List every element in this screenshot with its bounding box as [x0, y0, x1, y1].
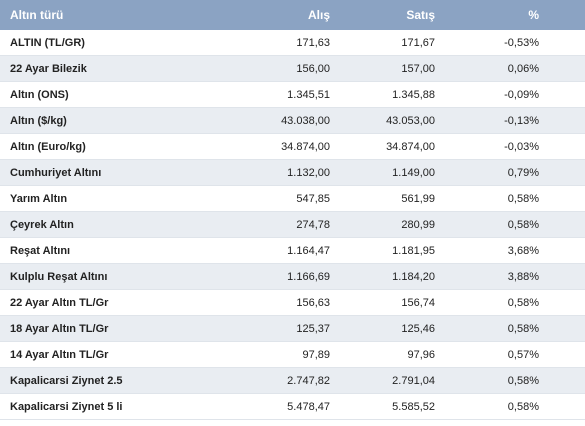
- change-cell: -0,09%: [504, 89, 539, 101]
- change-cell: 3,68%: [507, 245, 539, 257]
- buy-cell: 547,85: [296, 193, 330, 205]
- buy-cell: 1.164,47: [287, 245, 330, 257]
- sell-cell: 2.791,04: [392, 375, 435, 387]
- buy-cell: 43.038,00: [281, 115, 330, 127]
- table-row: 22 Ayar Bilezik 156,00 157,00 0,06%: [0, 56, 585, 82]
- buy-cell: 2.747,82: [287, 375, 330, 387]
- type-cell: Yarım Altın: [10, 193, 68, 205]
- type-cell: Kulplu Reşat Altını: [10, 271, 108, 283]
- table-row: Kapalicarsi Ziynet 2.5 2.747,82 2.791,04 0,…: [0, 368, 585, 394]
- buy-cell: 274,78: [296, 219, 330, 231]
- buy-cell: 171,63: [296, 37, 330, 49]
- type-cell: Altın ($/kg): [10, 115, 67, 127]
- buy-cell: 1.345,51: [287, 89, 330, 101]
- type-cell: 18 Ayar Altın TL/Gr: [10, 323, 109, 335]
- buy-cell: 156,00: [296, 63, 330, 75]
- table-row: 22 Ayar Altın TL/Gr 156,63 156,74 0,58%: [0, 290, 585, 316]
- sell-cell: 1.181,95: [392, 245, 435, 257]
- header-cell: %: [528, 8, 539, 22]
- table-row: Yarım Altın 547,85 561,99 0,58%: [0, 186, 585, 212]
- type-cell: Çeyrek Altın: [10, 219, 74, 231]
- type-cell: ALTIN (TL/GR): [10, 37, 85, 49]
- sell-cell: 280,99: [401, 219, 435, 231]
- buy-cell: 5.478,47: [287, 401, 330, 413]
- sell-cell: 157,00: [401, 63, 435, 75]
- sell-cell: 125,46: [401, 323, 435, 335]
- table-row: Reşat Altını 1.164,47 1.181,95 3,68%: [0, 238, 585, 264]
- sell-cell: 97,96: [407, 349, 435, 361]
- buy-cell: 1.132,00: [287, 167, 330, 179]
- header-cell: Alış: [307, 8, 330, 22]
- change-cell: 0,58%: [507, 323, 539, 335]
- change-cell: 0,79%: [507, 167, 539, 179]
- type-cell: Kapalicarsi Ziynet 2.5: [10, 375, 123, 387]
- sell-cell: 1.345,88: [392, 89, 435, 101]
- change-cell: 3,88%: [507, 271, 539, 283]
- sell-cell: 34.874,00: [386, 141, 435, 153]
- header-row: Altın türü Alış Satış%: [0, 0, 585, 30]
- buy-cell: 1.166,69: [287, 271, 330, 283]
- change-cell: 0,58%: [507, 219, 539, 231]
- change-cell: 0,58%: [507, 297, 539, 309]
- table-row: Kapalicarsi Ziynet 5 li 5.478,47 5.585,52 0…: [0, 394, 585, 420]
- sell-cell: 43.053,00: [386, 115, 435, 127]
- sell-cell: 171,67: [401, 37, 435, 49]
- table-row: ALTIN (TL/GR) 171,63 171,67 -0,53%: [0, 30, 585, 56]
- change-cell: -0,53%: [504, 37, 539, 49]
- buy-cell: 156,63: [296, 297, 330, 309]
- change-cell: 0,06%: [507, 63, 539, 75]
- change-cell: -0,13%: [504, 115, 539, 127]
- change-cell: 0,58%: [507, 375, 539, 387]
- type-cell: Altın (ONS): [10, 89, 69, 101]
- change-cell: 0,57%: [507, 349, 539, 361]
- sell-cell: 5.585,52: [392, 401, 435, 413]
- table-row: Altın (ONS) 1.345,51 1.345,88 -0,09%: [0, 82, 585, 108]
- sell-cell: 156,74: [401, 297, 435, 309]
- type-cell: 14 Ayar Altın TL/Gr: [10, 349, 109, 361]
- buy-cell: 97,89: [302, 349, 330, 361]
- header-cell: Altın türü: [10, 8, 64, 22]
- sell-cell: 1.149,00: [392, 167, 435, 179]
- header-cell: Satış: [406, 8, 435, 22]
- type-cell: Reşat Altını: [10, 245, 71, 257]
- change-cell: 0,58%: [507, 193, 539, 205]
- table-row: Altın ($/kg) 43.038,00 43.053,00 -0,13%: [0, 108, 585, 134]
- table-row: Kulplu Reşat Altını 1.166,69 1.184,20 3,88%: [0, 264, 585, 290]
- type-cell: 22 Ayar Altın TL/Gr: [10, 297, 109, 309]
- change-cell: 0,58%: [507, 401, 539, 413]
- change-cell: -0,03%: [504, 141, 539, 153]
- type-cell: Kapalicarsi Ziynet 5 li: [10, 401, 123, 413]
- table-row: 18 Ayar Altın TL/Gr 125,37 125,46 0,58%: [0, 316, 585, 342]
- buy-cell: 34.874,00: [281, 141, 330, 153]
- buy-cell: 125,37: [296, 323, 330, 335]
- type-cell: 22 Ayar Bilezik: [10, 63, 87, 75]
- type-cell: Cumhuriyet Altını: [10, 167, 102, 179]
- table-row: Cumhuriyet Altını 1.132,00 1.149,00 0,79%: [0, 160, 585, 186]
- table-row: 14 Ayar Altın TL/Gr 97,89 97,96 0,57%: [0, 342, 585, 368]
- table-row: Çeyrek Altın 274,78 280,99 0,58%: [0, 212, 585, 238]
- type-cell: Altın (Euro/kg): [10, 141, 86, 153]
- sell-cell: 561,99: [401, 193, 435, 205]
- table-row: Altın (Euro/kg) 34.874,00 34.874,00 -0,03%: [0, 134, 585, 160]
- sell-cell: 1.184,20: [392, 271, 435, 283]
